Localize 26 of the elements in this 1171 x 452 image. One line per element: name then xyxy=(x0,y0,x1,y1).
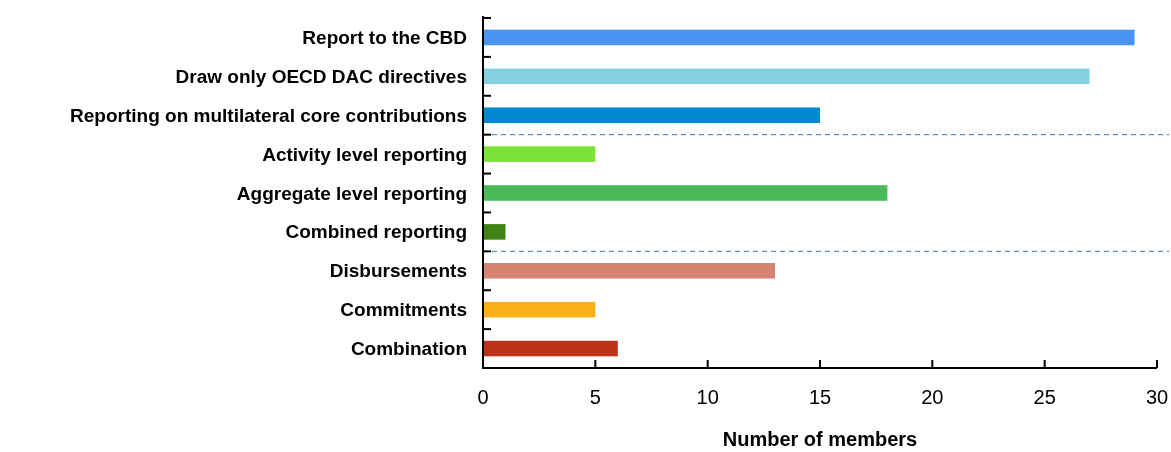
bar xyxy=(483,146,596,162)
x-tick-label: 15 xyxy=(808,386,832,408)
x-tick-label: 5 xyxy=(589,386,601,408)
x-tick-label: 25 xyxy=(1033,386,1056,408)
y-tick-label: Combined reporting xyxy=(285,221,467,243)
y-tick-label: Disbursements xyxy=(329,260,467,282)
y-tick-label: Aggregate level reporting xyxy=(236,182,467,204)
y-tick-label: Activity level reporting xyxy=(262,143,467,165)
x-tick-label: 10 xyxy=(696,386,719,408)
bar xyxy=(483,29,1135,46)
y-tick-label: Combination xyxy=(350,338,467,360)
bar xyxy=(483,301,596,318)
x-tick-label: 20 xyxy=(921,386,944,408)
y-tick-label: Draw only OECD DAC directives xyxy=(175,65,467,87)
bar xyxy=(483,107,820,123)
bar xyxy=(483,68,1090,85)
y-tick-label: Commitments xyxy=(340,299,467,321)
x-tick-label: 30 xyxy=(1145,386,1169,408)
x-tick-label: 0 xyxy=(477,386,489,408)
bar xyxy=(483,263,776,279)
x-axis-title: Number of members xyxy=(722,428,918,450)
bar xyxy=(483,340,618,357)
y-tick-label: Report to the CBD xyxy=(302,26,467,48)
bar xyxy=(483,185,888,201)
y-tick-label: Reporting on multilateral core contributions xyxy=(70,104,467,126)
bar xyxy=(483,224,506,240)
